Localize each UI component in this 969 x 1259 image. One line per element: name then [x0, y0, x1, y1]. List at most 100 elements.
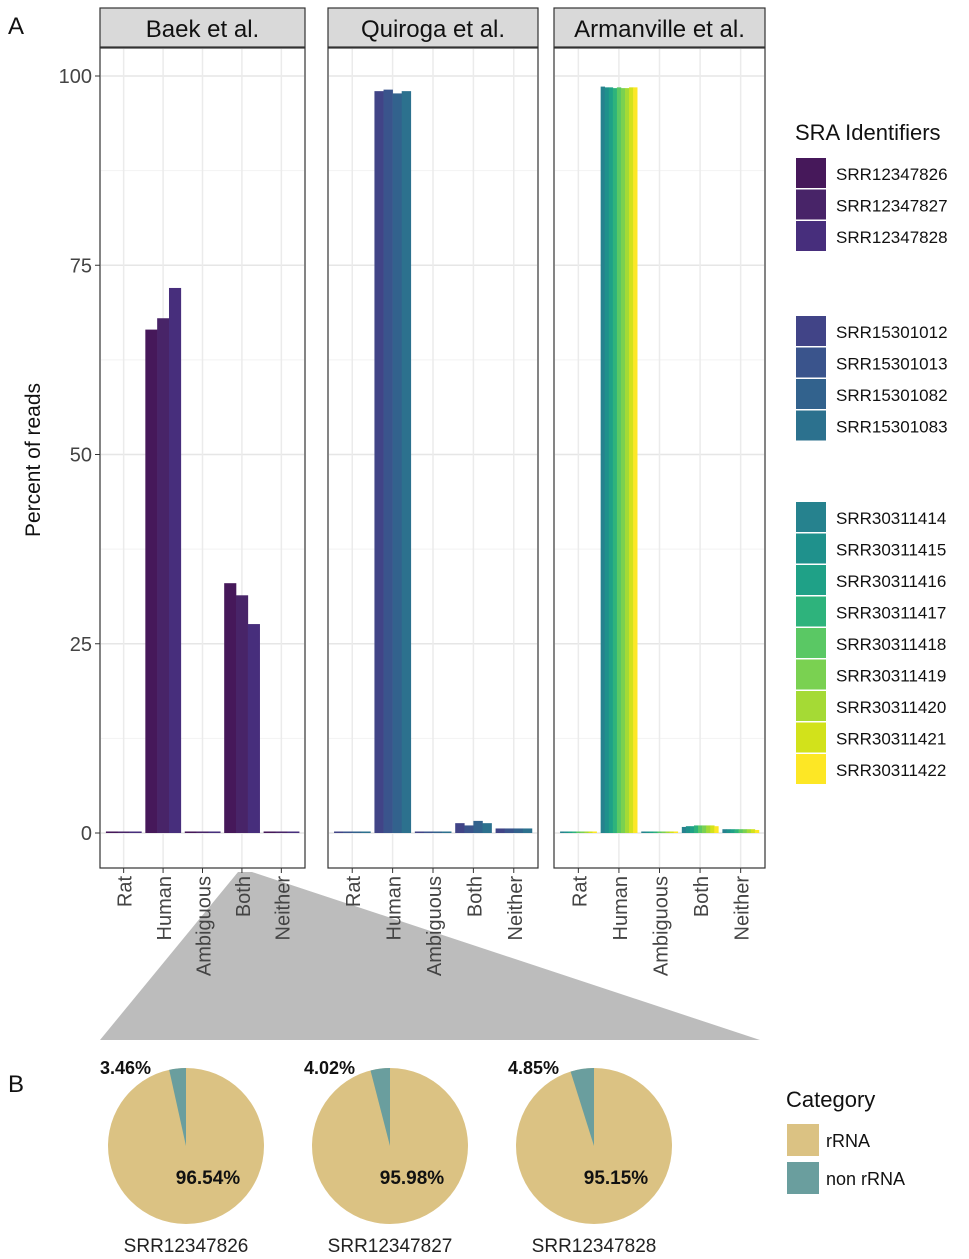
bar-SRR30311414-Ambiguous	[641, 831, 646, 833]
legend-swatch	[796, 628, 826, 658]
x-tick-label: Human	[610, 876, 632, 940]
bar-SRR30311415-Human	[604, 87, 610, 834]
bar-SRR30311416-Neither	[730, 829, 735, 833]
bar-SRR15301082-Both	[473, 820, 483, 833]
bar-SRR30311421-Both	[710, 825, 715, 833]
bar-SRR15301012-Human	[374, 91, 384, 833]
legend-swatch	[796, 596, 826, 627]
bar-SRR30311414-Rat	[560, 831, 565, 833]
legend-swatch	[796, 189, 826, 220]
legend-swatch	[796, 565, 826, 595]
bar-SRR30311414-Both	[681, 826, 687, 833]
bar-SRR30311417-Both	[693, 825, 699, 833]
legend-title: SRA Identifiers	[795, 120, 941, 145]
facet-strip	[553, 7, 766, 48]
bar-SRR30311416-Human	[608, 87, 614, 834]
y-tick-label: 50	[70, 445, 92, 467]
pie-legend-swatch	[787, 1162, 819, 1194]
legend-label: SRR30311420	[836, 698, 946, 717]
bar-SRR12347827-Human	[157, 318, 170, 833]
bar-SRR30311414-Human	[600, 86, 606, 833]
facet-title: Quiroga et al.	[361, 16, 505, 43]
y-axis-label: Percent of reads	[22, 383, 45, 537]
legend-label: SRR30311418	[836, 635, 946, 654]
bar-SRR30311420-Rat	[584, 831, 589, 833]
bar-SRR30311417-Human	[612, 88, 618, 833]
x-tick-label: Ambiguous	[194, 876, 216, 976]
legend-swatch	[796, 722, 826, 753]
bar-SRR30311417-Neither	[734, 829, 739, 833]
bar-SRR30311418-Human	[616, 87, 622, 834]
x-tick-label: Ambiguous	[424, 876, 446, 976]
legend-label: SRR12347826	[836, 165, 948, 184]
bar-SRR30311420-Ambiguous	[665, 831, 670, 833]
legend-label: SRR30311415	[836, 541, 946, 560]
bar-SRR30311416-Ambiguous	[649, 831, 654, 833]
bar-SRR12347826-Rat	[105, 831, 119, 833]
facet-title: Baek et al.	[146, 16, 259, 43]
bar-SRR15301013-Human	[383, 89, 393, 834]
bar-SRR15301083-Human	[401, 91, 412, 833]
bar-SRR15301013-Neither	[504, 828, 515, 833]
pie-title: SRR12347828	[532, 1236, 657, 1257]
bar-SRR15301012-Neither	[495, 828, 505, 833]
bar-SRR30311415-Neither	[726, 829, 731, 833]
bar-SRR30311421-Human	[629, 87, 634, 834]
x-tick-label: Both	[691, 876, 713, 917]
bar-SRR30311422-Both	[714, 826, 719, 833]
y-tick-label: 0	[81, 823, 92, 845]
legend-swatch	[796, 158, 826, 188]
bar-SRR30311419-Both	[702, 825, 707, 833]
x-tick-label: Human	[154, 876, 176, 940]
bar-SRR12347826-Human	[145, 329, 158, 833]
bar-SRR30311421-Neither	[750, 829, 756, 833]
bar-SRR30311417-Rat	[572, 831, 577, 833]
legend-swatch	[796, 754, 826, 784]
x-tick-label: Both	[464, 876, 486, 917]
x-tick-label: Rat	[569, 876, 591, 908]
x-tick-label: Rat	[343, 876, 365, 908]
bar-SRR12347827-Both	[236, 595, 249, 833]
x-tick-label: Ambiguous	[651, 876, 673, 976]
bar-SRR30311417-Ambiguous	[653, 831, 658, 833]
y-tick-label: 25	[70, 634, 92, 656]
pie-non-rRNA-label: 4.85%	[508, 1058, 559, 1078]
bar-SRR15301083-Ambiguous	[442, 831, 452, 833]
legend-label: SRR30311417	[836, 604, 946, 623]
bar-SRR30311415-Rat	[564, 831, 569, 833]
bar-SRR15301012-Both	[455, 823, 465, 833]
x-tick-label: Neither	[732, 876, 754, 941]
bar-SRR30311414-Neither	[722, 829, 727, 833]
legend-swatch	[796, 379, 826, 409]
facet-strip	[327, 7, 539, 48]
bar-SRR12347828-Both	[247, 624, 260, 833]
bar-SRR15301083-Both	[482, 823, 492, 833]
pie-title: SRR12347827	[328, 1236, 453, 1257]
bar-SRR30311418-Neither	[738, 829, 743, 833]
bar-SRR30311420-Both	[706, 825, 711, 833]
x-tick-label: Human	[384, 876, 406, 940]
facet-panel: Armanville et al. Rat Human Ambiguous Both Ne…	[553, 7, 766, 976]
facet-title: Armanville et al.	[574, 16, 745, 43]
pie-slice-non-rRNA	[370, 1068, 390, 1146]
bar-SRR30311416-Rat	[568, 831, 573, 833]
bar-SRR12347827-Ambiguous	[196, 831, 209, 833]
legend-label: SRR12347827	[836, 197, 948, 216]
legend-label: SRR30311422	[836, 761, 946, 780]
bar-SRR12347826-Ambiguous	[184, 831, 197, 833]
legend-swatch	[796, 221, 826, 251]
legend-swatch	[796, 533, 826, 564]
bar-SRR12347828-Rat	[129, 831, 142, 833]
bar-SRR30311419-Ambiguous	[661, 831, 666, 833]
bar-SRR12347828-Ambiguous	[208, 831, 221, 833]
legend-label: SRR15301012	[836, 323, 948, 342]
bar-SRR15301082-Human	[392, 93, 403, 833]
bar-SRR15301013-Rat	[343, 831, 353, 833]
legend-swatch	[796, 691, 826, 721]
x-tick-label: Rat	[115, 876, 137, 908]
bar-SRR15301082-Rat	[352, 831, 362, 833]
panel-label-a: A	[8, 13, 24, 40]
y-tick-label: 100	[59, 66, 92, 88]
pie-non-rRNA-label: 3.46%	[100, 1058, 151, 1078]
